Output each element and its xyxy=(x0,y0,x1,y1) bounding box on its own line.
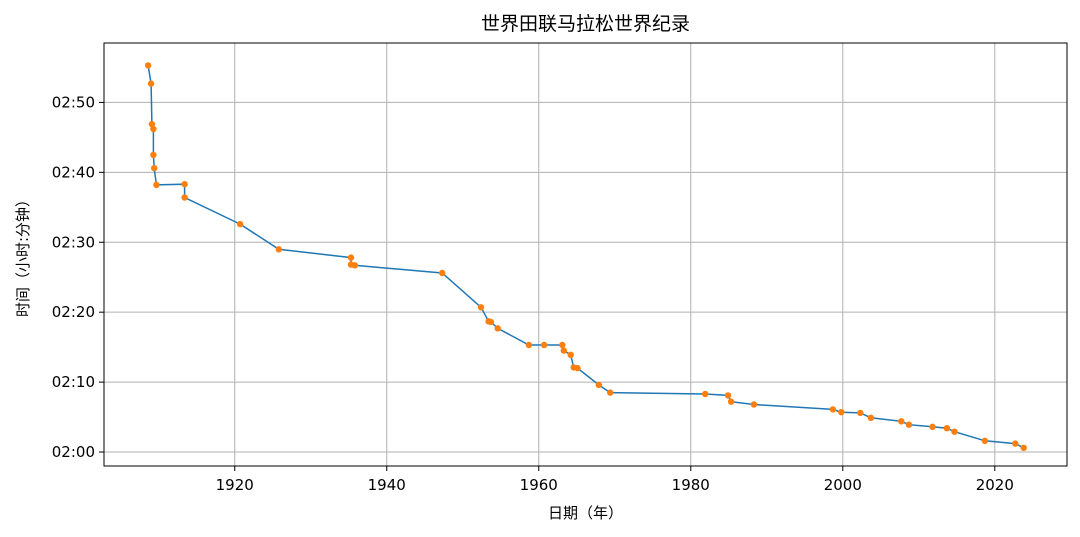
data-point xyxy=(981,437,989,444)
x-tick-label: 1920 xyxy=(216,476,254,494)
data-point xyxy=(147,80,155,87)
y-tick-label: 02:10 xyxy=(52,373,95,391)
data-point xyxy=(724,392,732,399)
data-point xyxy=(351,262,358,269)
x-tick-label: 1960 xyxy=(520,476,558,494)
data-point xyxy=(905,421,913,428)
data-point xyxy=(702,390,709,398)
data-point xyxy=(494,325,501,332)
data-point xyxy=(595,381,602,389)
data-point xyxy=(838,409,845,416)
data-point xyxy=(439,269,446,277)
grid xyxy=(104,43,1067,466)
data-point xyxy=(347,254,355,261)
data-point xyxy=(1012,440,1019,447)
data-point xyxy=(487,318,495,326)
x-tick-label: 1940 xyxy=(368,476,406,494)
y-axis: 02:00 02:10 02:20 02:30 02:40 02:50 xyxy=(52,93,104,461)
data-point xyxy=(1020,444,1027,451)
data-point xyxy=(898,418,905,425)
data-point xyxy=(477,304,485,311)
y-tick-label: 02:20 xyxy=(52,303,95,321)
data-point xyxy=(857,409,864,417)
data-point xyxy=(153,181,160,189)
y-tick-label: 02:00 xyxy=(52,443,95,461)
data-point xyxy=(275,246,282,253)
data-point xyxy=(867,414,875,421)
series-line xyxy=(147,65,1025,449)
data-point xyxy=(150,125,157,133)
data-point xyxy=(540,341,548,349)
data-point xyxy=(929,423,936,430)
data-point xyxy=(750,401,758,408)
y-tick-label: 02:50 xyxy=(52,93,95,111)
data-point xyxy=(574,364,581,372)
data-point xyxy=(567,351,574,358)
plot-frame xyxy=(103,42,1068,467)
data-point xyxy=(150,151,157,159)
y-tick-label: 02:40 xyxy=(52,163,95,181)
data-point xyxy=(829,406,837,413)
data-point xyxy=(151,165,158,172)
data-point xyxy=(181,194,188,201)
x-axis-title: 日期（年） xyxy=(548,504,623,522)
data-point xyxy=(148,120,156,128)
data-point xyxy=(236,220,244,228)
data-point xyxy=(144,62,152,69)
data-point xyxy=(559,341,566,349)
chart-title: 世界田联马拉松世界纪录 xyxy=(481,13,690,35)
data-point xyxy=(727,398,735,405)
x-axis: 1920 1940 1960 1980 2000 2020 xyxy=(216,466,1014,494)
series-markers xyxy=(144,62,1027,451)
y-axis-title: 时间（小时:分钟） xyxy=(14,192,32,317)
x-tick-label: 1980 xyxy=(672,476,710,494)
data-point xyxy=(560,347,567,354)
data-point xyxy=(525,341,533,349)
data-point xyxy=(607,389,614,396)
x-tick-label: 2000 xyxy=(824,476,862,494)
data-point xyxy=(943,425,951,432)
y-tick-label: 02:30 xyxy=(52,233,95,251)
data-point xyxy=(181,181,188,188)
data-point xyxy=(951,428,958,435)
x-tick-label: 2020 xyxy=(976,476,1014,494)
